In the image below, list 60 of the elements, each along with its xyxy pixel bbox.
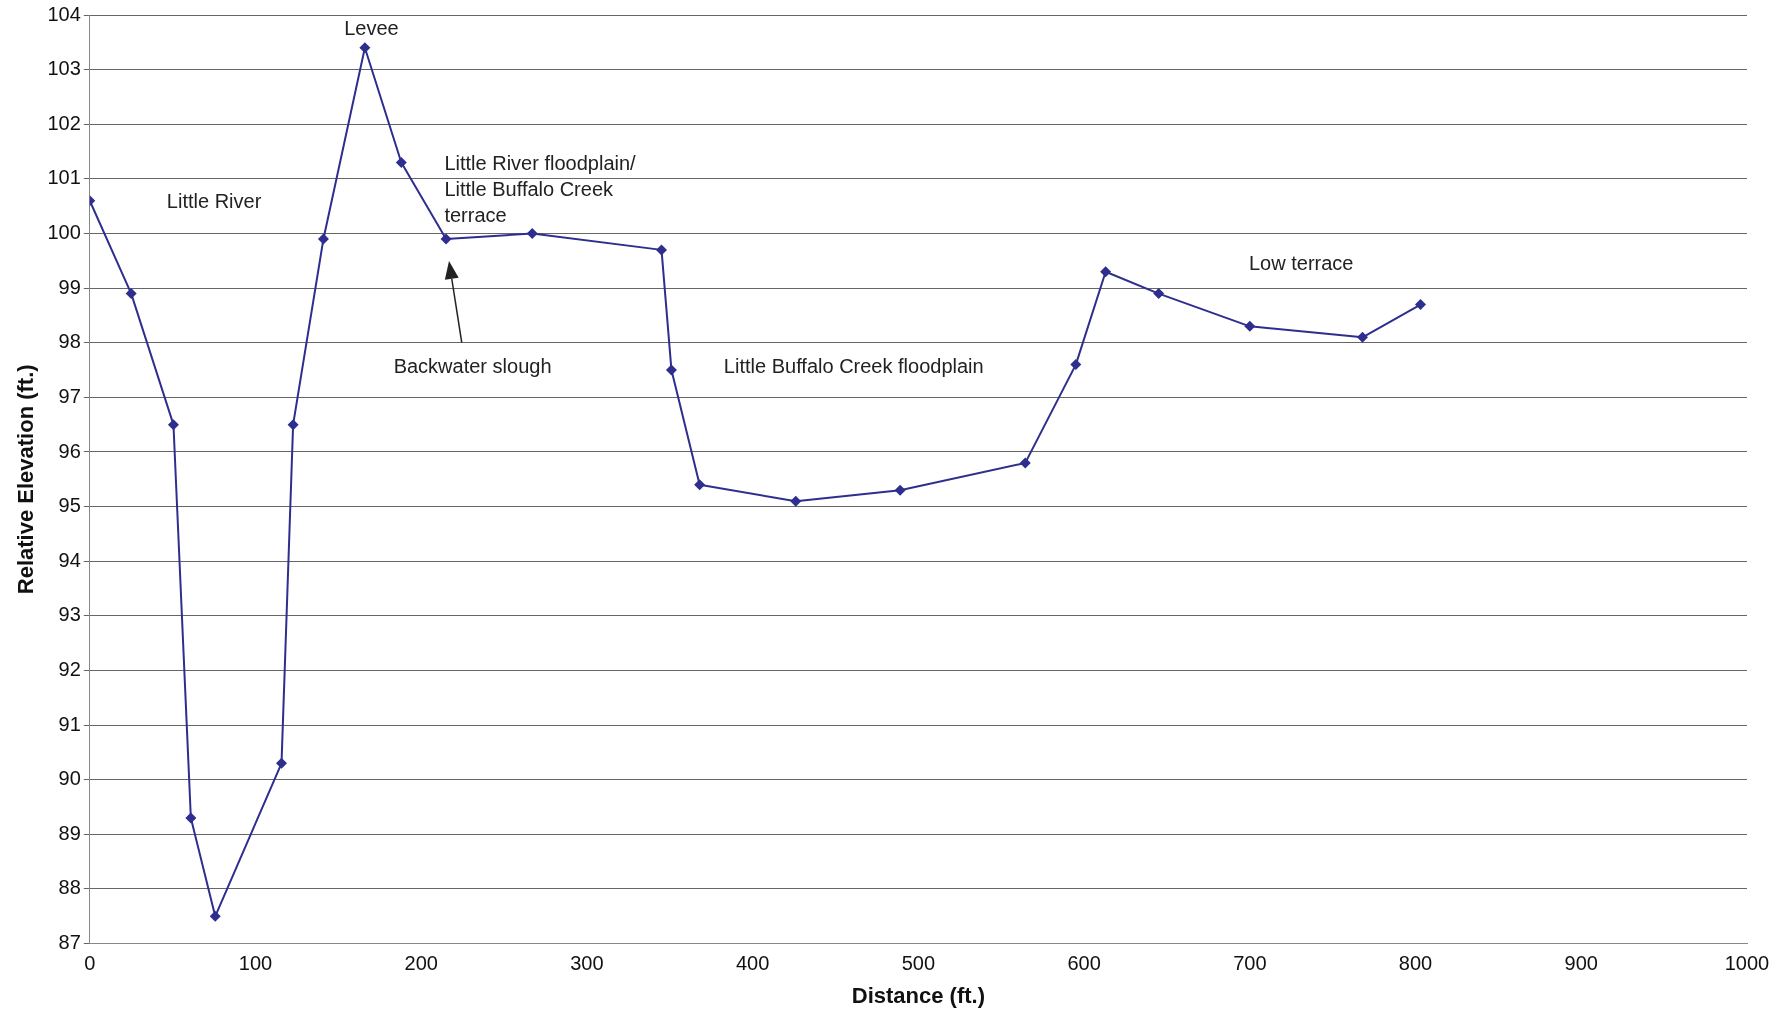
y-tick-label: 100 — [47, 221, 81, 244]
point — [276, 757, 288, 769]
y-tick-label: 103 — [47, 57, 81, 80]
point — [440, 233, 452, 245]
point — [359, 42, 371, 54]
x-tick-label: 700 — [1233, 952, 1267, 975]
point — [1019, 457, 1031, 469]
y-tick-label: 87 — [58, 931, 81, 954]
y-tick-label: 101 — [47, 166, 81, 189]
point — [185, 812, 197, 824]
point — [694, 479, 706, 491]
point — [125, 288, 137, 300]
x-tick-label: 1000 — [1724, 952, 1770, 975]
annotation: Little Buffalo Creek floodplain — [723, 355, 984, 378]
point — [656, 244, 668, 256]
point — [526, 227, 538, 239]
x-tick-label: 500 — [901, 952, 936, 975]
point — [395, 156, 407, 168]
x-tick-label: 100 — [238, 952, 273, 975]
annotation: Levee — [344, 17, 399, 40]
y-tick-label: 96 — [58, 439, 81, 462]
x-tick-label: 300 — [570, 952, 604, 975]
y-tick-label: 97 — [58, 384, 81, 407]
annotation: Backwater slough — [393, 355, 552, 378]
y-tick-label: 98 — [58, 330, 81, 353]
y-tick-label: 92 — [58, 658, 81, 680]
y-tick-label: 88 — [58, 876, 81, 899]
point — [167, 419, 179, 431]
point — [1070, 359, 1082, 371]
point — [665, 364, 677, 376]
point — [1100, 266, 1112, 278]
y-tick-label: 90 — [58, 767, 81, 790]
point — [1153, 288, 1165, 300]
x-tick-label: 800 — [1398, 952, 1433, 975]
x-tick-label: 0 — [84, 952, 96, 975]
point — [1415, 299, 1427, 311]
point — [1357, 331, 1369, 343]
y-axis-title: Relative Elevation (ft.) — [13, 364, 39, 595]
point — [317, 233, 329, 245]
point — [790, 495, 802, 507]
x-tick-label: 200 — [404, 952, 438, 975]
y-tick-label: 94 — [58, 548, 81, 571]
point — [1244, 320, 1256, 332]
annotation: Little River — [166, 189, 262, 212]
x-axis-title: Distance (ft.) — [851, 982, 986, 1008]
x-tick-label: 400 — [735, 952, 770, 975]
annotation: Low terrace — [1248, 252, 1354, 275]
y-tick-label: 89 — [58, 821, 81, 844]
y-tick-label: 93 — [58, 603, 81, 626]
y-tick-label: 104 — [47, 2, 81, 25]
x-tick-label: 600 — [1067, 952, 1101, 975]
y-tick-label: 91 — [58, 712, 81, 735]
point — [894, 484, 906, 496]
y-tick-label: 102 — [47, 111, 81, 134]
x-tick-label: 900 — [1564, 952, 1598, 975]
point — [209, 910, 221, 922]
y-tick-label: 99 — [58, 275, 81, 298]
annotation: Little River floodplain/ Little Buffalo Creek terrace — [444, 152, 637, 227]
y-tick-label: 95 — [58, 494, 81, 517]
point — [287, 419, 299, 431]
